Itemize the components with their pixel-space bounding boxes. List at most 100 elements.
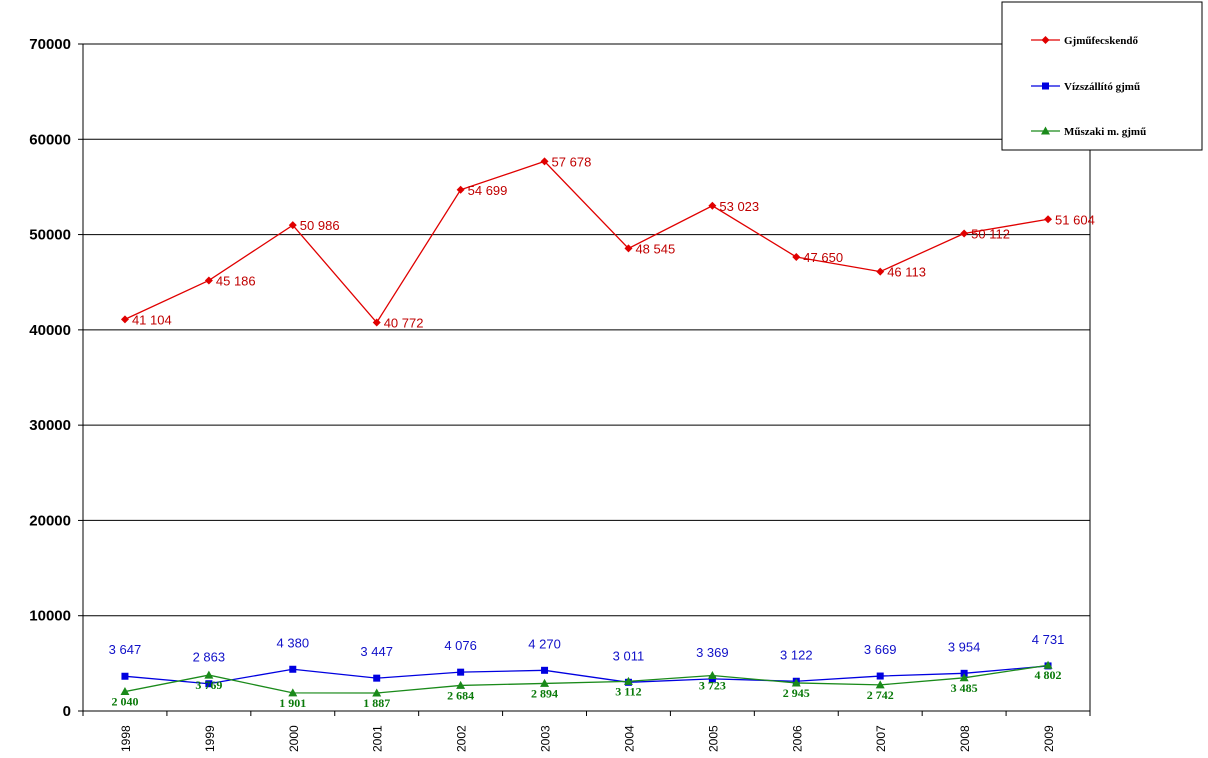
blue-data-label: 4 731 xyxy=(1032,632,1065,647)
legend-marker xyxy=(1042,82,1049,90)
blue-data-label: 3 647 xyxy=(109,642,142,657)
green-series-point xyxy=(959,673,969,682)
blue-series-point xyxy=(205,680,213,688)
legend-marker xyxy=(1041,36,1050,44)
green-series-point xyxy=(456,680,466,689)
y-tick-label: 20000 xyxy=(29,512,71,529)
red-series-point xyxy=(624,244,633,253)
blue-data-label: 3 122 xyxy=(780,647,813,662)
x-tick-label: 2003 xyxy=(539,725,553,752)
blue-data-label: 3 369 xyxy=(696,645,729,660)
green-series-point xyxy=(372,688,382,697)
y-tick-label: 50000 xyxy=(29,227,71,244)
y-tick-label: 60000 xyxy=(29,131,71,148)
x-tick-label: 1998 xyxy=(119,725,133,752)
plot-area xyxy=(82,43,1091,712)
red-data-label: 40 772 xyxy=(384,316,424,331)
green-series-line xyxy=(124,664,1049,694)
red-series-point xyxy=(876,267,885,276)
red-data-label: 45 186 xyxy=(216,273,256,288)
green-series-point xyxy=(204,670,214,679)
blue-data-label: 3 954 xyxy=(948,639,981,654)
green-data-label: 2 040 xyxy=(111,695,138,709)
blue-series-line xyxy=(124,665,1049,685)
green-data-label: 2 945 xyxy=(783,686,810,700)
green-series-point xyxy=(875,680,885,689)
blue-data-label: 3 669 xyxy=(864,642,897,657)
red-data-label: 57 678 xyxy=(552,154,592,169)
red-data-label: 48 545 xyxy=(635,241,675,256)
red-series-point xyxy=(792,252,801,261)
x-tick-label: 2004 xyxy=(622,725,636,752)
green-data-label: 1 901 xyxy=(279,696,306,710)
red-series-point xyxy=(120,315,129,324)
blue-data-label: 4 076 xyxy=(444,638,477,653)
blue-data-label: 3 011 xyxy=(613,648,645,663)
legend-label: Műszaki m. gjmű xyxy=(1064,126,1146,138)
legend-label: Vízszállító gjmű xyxy=(1064,81,1140,93)
blue-series-point xyxy=(121,672,129,680)
y-tick-label: 10000 xyxy=(29,608,71,625)
blue-data-label: 4 270 xyxy=(528,636,561,651)
blue-data-label: 4 380 xyxy=(277,635,310,650)
red-data-label: 47 650 xyxy=(803,250,843,265)
red-series-point xyxy=(1044,215,1053,224)
blue-data-label: 3 447 xyxy=(360,644,393,659)
legend-label: Gjműfecskendő xyxy=(1064,35,1138,47)
blue-series-point xyxy=(541,666,549,674)
red-series-point xyxy=(456,185,465,194)
red-series-point xyxy=(960,229,969,238)
x-tick-label: 2006 xyxy=(790,725,804,752)
x-tick-label: 2008 xyxy=(958,725,972,752)
x-tick-label: 2000 xyxy=(287,725,301,752)
x-tick-label: 1999 xyxy=(203,725,217,752)
red-series-point xyxy=(708,201,717,210)
red-series-point xyxy=(372,318,381,327)
red-data-label: 41 104 xyxy=(132,312,172,327)
green-data-label: 4 802 xyxy=(1035,668,1062,682)
green-data-label: 2 894 xyxy=(531,686,558,700)
blue-series-point xyxy=(876,672,884,680)
red-data-label: 54 699 xyxy=(468,183,508,198)
red-data-label: 50 986 xyxy=(300,218,340,233)
red-series-point xyxy=(540,157,549,166)
green-data-label: 3 485 xyxy=(951,681,978,695)
blue-series-point xyxy=(289,665,297,673)
green-data-label: 3 769 xyxy=(195,678,222,692)
y-tick-label: 70000 xyxy=(29,36,71,53)
x-tick-label: 2005 xyxy=(706,725,720,752)
blue-data-label: 2 863 xyxy=(193,650,226,665)
red-data-label: 53 023 xyxy=(719,199,759,214)
y-tick-label: 40000 xyxy=(29,322,71,339)
legend: Gjműfecskendő Vízszállító gjmű Műszaki m. … xyxy=(1001,1,1203,151)
x-tick-label: 2007 xyxy=(874,725,888,752)
x-tick-label: 2009 xyxy=(1042,725,1056,752)
blue-series-point xyxy=(373,674,381,682)
green-series-point xyxy=(707,671,717,680)
blue-series-point xyxy=(457,668,465,676)
red-data-label: 51 604 xyxy=(1055,212,1095,227)
red-series-line xyxy=(124,160,1049,324)
red-series-point xyxy=(288,221,297,230)
green-series-point xyxy=(791,678,801,687)
x-tick-label: 2002 xyxy=(455,725,469,752)
legend-marker xyxy=(1041,126,1050,135)
y-tick-label: 0 xyxy=(63,703,71,720)
red-data-label: 46 113 xyxy=(887,265,926,280)
green-data-label: 3 723 xyxy=(699,679,726,693)
x-tick-label: 2001 xyxy=(371,725,385,752)
green-series-point xyxy=(120,687,130,696)
green-series-point xyxy=(540,678,550,687)
green-data-label: 2 684 xyxy=(447,688,474,702)
y-tick-label: 30000 xyxy=(29,417,71,434)
green-data-label: 3 112 xyxy=(615,684,641,698)
red-data-label: 50 112 xyxy=(971,227,1010,242)
legend-box xyxy=(1001,1,1203,151)
green-series-point xyxy=(288,688,298,697)
green-series-point xyxy=(623,676,633,685)
green-data-label: 1 887 xyxy=(363,696,390,710)
red-series-point xyxy=(204,276,213,285)
green-data-label: 2 742 xyxy=(867,688,894,702)
